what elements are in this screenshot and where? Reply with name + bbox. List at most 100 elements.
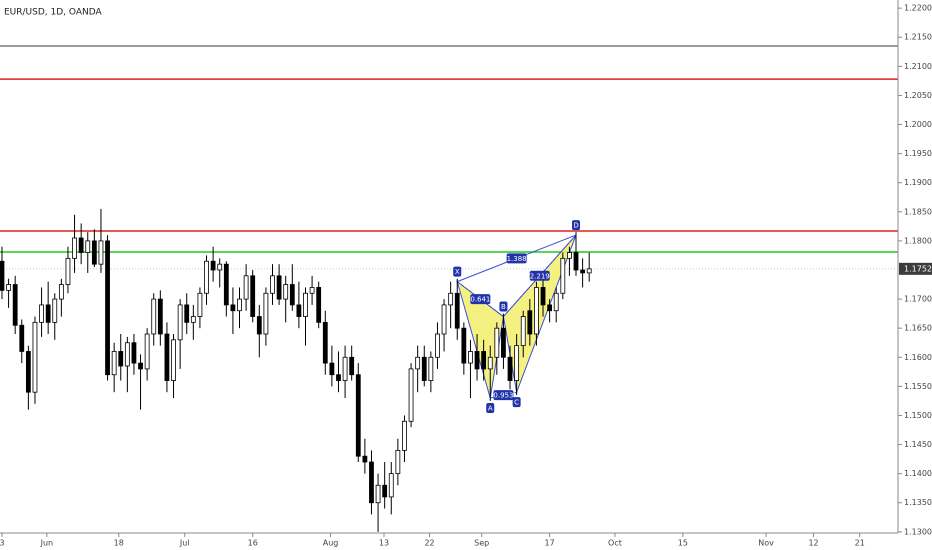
candle-body [342,356,348,381]
x-tick-label: Sep [474,539,489,548]
candle-body [157,298,163,335]
x-tick-label: 12 [808,539,818,548]
candle-body [210,260,216,271]
y-tick-label: 1.16500 [904,324,932,333]
candle-body [448,292,454,306]
point-box [512,397,521,408]
candle-body [527,310,533,335]
candle-body [435,333,440,358]
last-price-label: 1.17520 [904,264,932,273]
candle-body [580,269,586,274]
candle-body [309,287,315,294]
point-box [572,220,581,231]
y-tick-label: 1.13500 [904,498,932,507]
candle-body [190,316,196,323]
candle-body [65,257,71,285]
pattern-ratio-line [503,234,577,317]
candle-body [375,484,381,504]
candle-body [454,292,460,329]
ratio-label: 0.641 [470,296,490,304]
candle-body [250,275,256,317]
candle-body [111,351,117,376]
candle-body [421,356,427,381]
y-tick-label: 1.19000 [904,178,932,187]
candle-body [243,275,249,300]
candle-body [567,252,572,259]
candle-body [204,260,209,294]
candle-body [296,304,302,317]
x-tick-label: 17 [545,539,555,548]
candle-body [6,284,11,291]
candle-body [468,351,473,364]
candle-body [263,292,269,335]
candle-body [118,351,124,367]
candle-body [124,342,130,367]
candle-body [138,362,143,370]
x-tick-label: 18 [114,539,124,548]
candle-body [316,287,322,323]
candle-body [131,342,137,364]
candle-body [382,484,388,498]
candle-body [349,356,355,376]
ratio-box [470,294,491,305]
candle-body [402,420,407,451]
candle-body [336,374,341,381]
chart-title: EUR/USD, 1D, OANDA [4,8,102,18]
candle-body [177,304,183,341]
x-tick-label: Nov [758,539,774,548]
candle-body [540,287,546,306]
candle-body [283,284,289,300]
candle-body [197,292,203,317]
candle-body [39,304,44,323]
candle-body [481,351,487,370]
candle-body [355,374,361,457]
candle-body [560,257,566,294]
candle-body [171,339,176,381]
candle-body [78,237,84,253]
x-tick-label: 15 [678,539,688,548]
candle-body [415,356,421,370]
candle-body [501,327,506,358]
ratio-label: 2.219 [530,272,550,280]
y-tick-label: 1.16000 [904,353,932,362]
y-tick-label: 1.21500 [904,33,932,42]
candle-body [151,298,157,335]
y-tick-label: 1.15500 [904,382,932,391]
candle-body [474,351,480,370]
x-tick-label: 21 [855,539,865,548]
x-tick-label: Oct [608,539,622,548]
y-tick-label: 1.14500 [904,440,932,449]
ratio-box [493,390,514,401]
ratio-box [506,253,527,264]
candle-body [514,345,520,381]
ratio-label: 0.953 [493,392,513,400]
y-tick-label: 1.18000 [904,236,932,245]
candle-body [144,333,150,370]
candle-body [58,284,64,300]
candle-body [230,304,236,312]
candle-body [573,252,579,271]
candle-body [12,284,18,326]
candle-body [322,321,328,364]
x-tick-label: 13 [379,539,389,548]
y-tick-label: 1.21000 [904,62,932,71]
candle-body [428,356,434,381]
y-tick-label: 1.14000 [904,469,932,478]
candle-body [25,351,31,393]
candle-body [494,327,500,358]
point-label: C [514,399,519,407]
candle-body [19,324,25,352]
y-tick-label: 1.18500 [904,207,932,216]
x-tick-label: Aug [323,539,339,548]
candle-body [520,316,526,347]
point-box [499,301,508,312]
candle-body [329,362,335,376]
point-box [486,403,495,414]
candle-body [388,473,394,498]
candle-body [461,327,467,364]
point-label: B [501,303,506,311]
point-box [453,266,462,277]
candle-body [369,461,374,504]
